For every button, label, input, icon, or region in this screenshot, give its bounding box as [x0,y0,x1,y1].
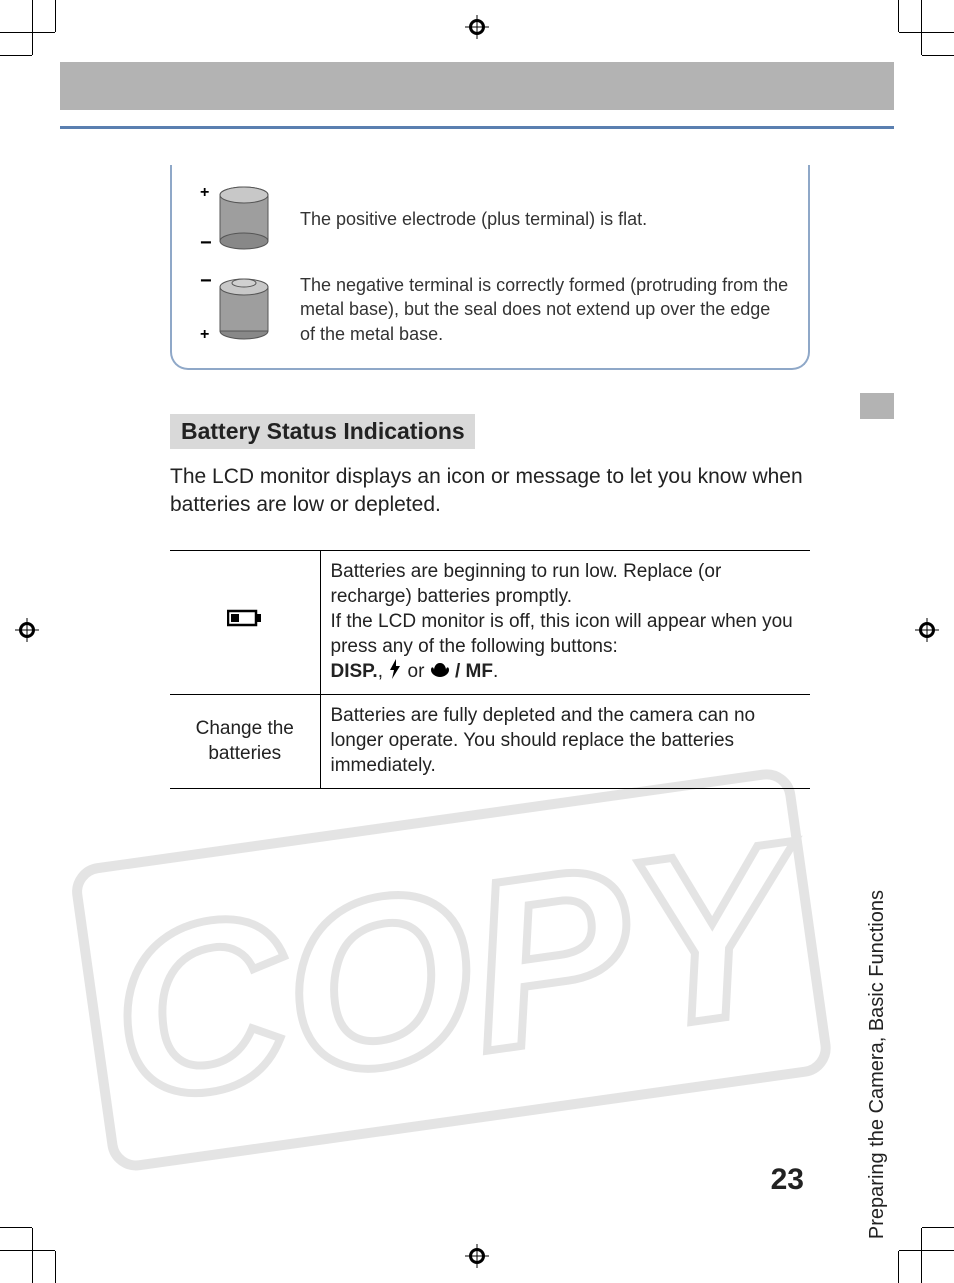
battery-desc: The positive electrode (plus terminal) i… [300,207,647,231]
battery-flat-top-icon: + − [190,183,282,255]
page-number: 23 [771,1163,804,1197]
section-heading: Battery Status Indications [170,414,475,449]
mf-label: / MF [455,661,493,682]
crop-mark [898,1251,899,1283]
change-batteries-label: Change the batteries [170,694,320,788]
desc-text: Batteries are beginning to run low. Repl… [331,561,793,657]
registration-mark [15,618,39,642]
svg-text:+: + [200,326,209,343]
svg-text:−: − [200,232,212,254]
battery-protruding-terminal-icon: − + [190,273,282,345]
crop-mark [55,0,56,32]
copy-watermark: COPY [60,740,840,1180]
crop-mark [922,55,954,56]
crop-mark [899,32,954,33]
crop-mark [55,1251,56,1283]
section-intro: The LCD monitor displays an icon or mess… [170,463,810,520]
header-blue-line [60,126,894,129]
crop-mark [0,55,32,56]
svg-text:+: + [200,184,209,201]
header-gray-bar [60,62,894,110]
sidebar-tab [860,393,894,419]
svg-text:COPY: COPY [96,789,826,1152]
registration-mark [915,618,939,642]
page-content: + − The positive electrode (plus termina… [170,165,810,789]
flash-icon [388,659,402,679]
low-battery-desc: Batteries are beginning to run low. Repl… [320,550,810,694]
battery-status-table: Batteries are beginning to run low. Repl… [170,550,810,790]
battery-warning-box: + − The positive electrode (plus termina… [170,165,810,370]
sidebar-section-label: Preparing the Camera, Basic Functions [862,430,892,910]
crop-mark [32,0,33,55]
crop-mark [921,0,922,55]
battery-desc: The negative terminal is correctly forme… [300,273,790,346]
registration-mark [465,15,489,39]
disp-button-label: DISP. [331,661,378,682]
crop-mark [32,1228,33,1283]
crop-mark [898,0,899,32]
low-battery-icon-cell [170,550,320,694]
battery-row: + − The positive electrode (plus termina… [190,183,790,255]
registration-mark [465,1244,489,1268]
crop-mark [922,1227,954,1228]
crop-mark [921,1228,922,1283]
crop-mark [0,1250,55,1251]
macro-icon [430,661,450,679]
depleted-battery-desc: Batteries are fully depleted and the cam… [320,694,810,788]
svg-text:−: − [200,273,212,292]
table-row: Batteries are beginning to run low. Repl… [170,550,810,694]
crop-mark [0,1227,32,1228]
or-text: or [408,661,430,682]
sidebar-text: Preparing the Camera, Basic Functions [866,890,889,1239]
table-row: Change the batteries Batteries are fully… [170,694,810,788]
crop-mark [899,1250,954,1251]
low-battery-icon [227,608,263,628]
crop-mark [0,32,55,33]
battery-row: − + The negative terminal is correctly f… [190,273,790,346]
period: . [493,661,498,682]
